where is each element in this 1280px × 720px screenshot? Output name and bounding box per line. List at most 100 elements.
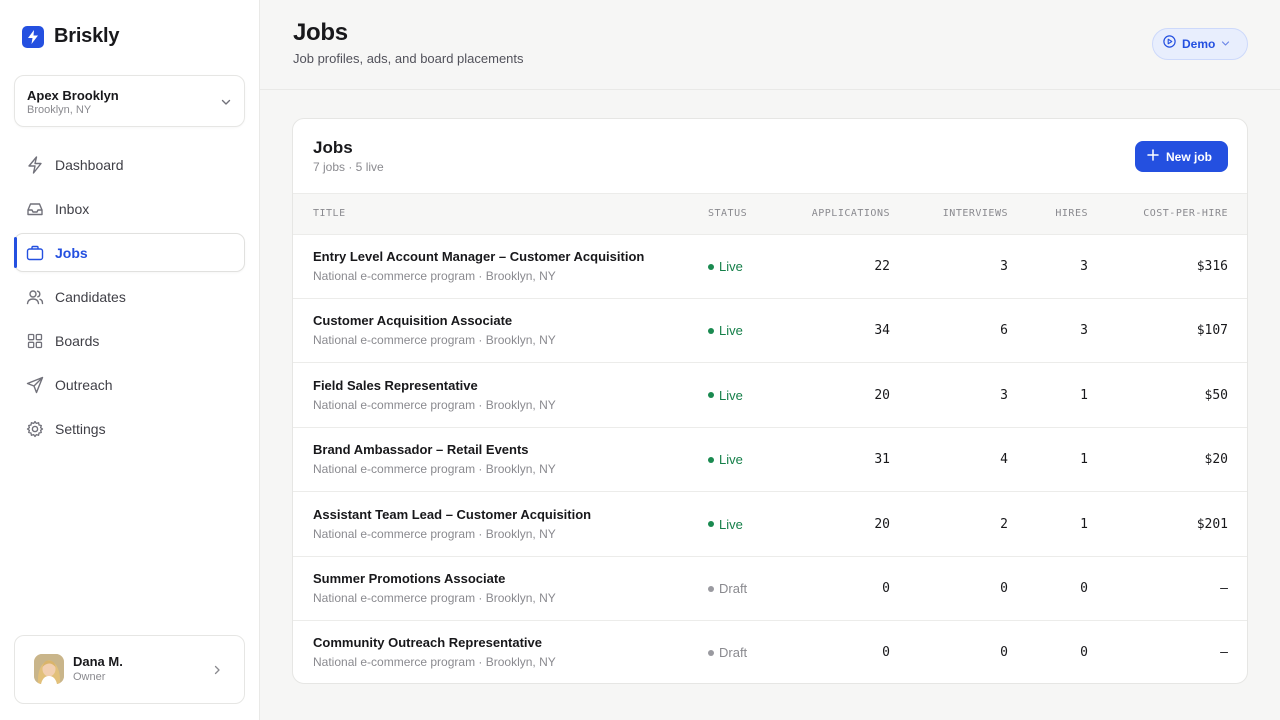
hires-count: 3 (1080, 323, 1088, 339)
sidebar-item-label: Boards (55, 332, 100, 349)
brand-name: Briskly (54, 25, 120, 47)
status-label: Draft (719, 645, 748, 661)
column-header-status[interactable]: STATUS (708, 208, 748, 219)
sidebar-item-label: Outreach (55, 376, 113, 393)
interviews-count: 6 (1000, 323, 1008, 339)
status-dot-icon (708, 585, 714, 592)
interviews-count: 2 (1000, 516, 1008, 532)
hires-count: 3 (1080, 259, 1088, 274)
send-icon (26, 376, 44, 394)
job-title[interactable]: Summer Promotions Associate (313, 571, 506, 586)
column-header-applications[interactable]: APPLICATIONS (811, 208, 890, 219)
sidebar-item-dashboard[interactable]: Dashboard (14, 145, 245, 184)
status-label: Live (719, 259, 743, 274)
play-circle-icon (1163, 35, 1176, 53)
job-subtitle: National e-commerce program · Brooklyn, … (313, 397, 556, 412)
status-dot-icon (708, 263, 714, 270)
status-badge: Live (708, 388, 743, 403)
org-switcher[interactable]: Apex Brooklyn Brooklyn, NY (14, 75, 245, 127)
interviews-count: 3 (1000, 259, 1008, 274)
avatar (34, 654, 64, 684)
card-title: Jobs (313, 138, 353, 157)
org-location: Brooklyn, NY (27, 104, 92, 116)
status-label: Live (719, 452, 743, 468)
page-subtitle: Job profiles, ads, and board placements (293, 51, 524, 66)
table-header: TITLE STATUS APPLICATIONS INTERVIEWS HIR… (293, 193, 1247, 235)
sidebar-item-label: Inbox (55, 200, 90, 217)
new-job-button[interactable]: New job (1135, 141, 1228, 172)
cost-per-hire: $50 (1204, 387, 1228, 403)
brand[interactable]: Briskly (22, 25, 120, 48)
applications-count: 22 (874, 259, 890, 274)
job-subtitle: National e-commerce program · Brooklyn, … (313, 655, 556, 670)
status-dot-icon (708, 649, 714, 656)
column-header-cost-per-hire[interactable]: COST-PER-HIRE (1143, 208, 1228, 219)
sidebar-item-label: Dashboard (55, 156, 124, 173)
table-row[interactable]: Brand Ambassador – Retail Events National… (293, 428, 1247, 493)
hires-count: 1 (1080, 387, 1088, 403)
cost-per-hire: – (1220, 581, 1228, 596)
interviews-count: 4 (1000, 452, 1008, 468)
status-badge: Live (708, 452, 743, 467)
table-row[interactable]: Assistant Team Lead – Customer Acquisiti… (293, 493, 1247, 557)
sidebar-item-candidates[interactable]: Candidates (14, 277, 245, 316)
interviews-count: 0 (1000, 581, 1008, 596)
new-job-label: New job (1166, 149, 1213, 164)
sidebar-item-jobs[interactable]: Jobs (14, 233, 245, 272)
status-label: Draft (719, 581, 748, 596)
job-title[interactable]: Customer Acquisition Associate (313, 313, 513, 329)
briefcase-icon (26, 244, 44, 262)
sidebar-item-inbox[interactable]: Inbox (14, 189, 245, 228)
hires-count: 1 (1080, 516, 1088, 532)
status-badge: Draft (708, 581, 747, 596)
demo-button[interactable]: Demo (1152, 28, 1248, 60)
table-row[interactable]: Summer Promotions Associate National e-co… (293, 557, 1247, 621)
card-subtitle: 7 jobs · 5 live (313, 160, 384, 174)
job-subtitle: National e-commerce program · Brooklyn, … (313, 333, 556, 348)
cost-per-hire: $20 (1204, 452, 1228, 468)
column-header-title[interactable]: TITLE (313, 208, 346, 219)
status-dot-icon (708, 327, 714, 334)
job-title[interactable]: Brand Ambassador – Retail Events (313, 442, 529, 458)
sidebar-nav: Dashboard Inbox Jobs Candidates Boards (14, 145, 245, 453)
table-row[interactable]: Community Outreach Representative Nationa… (293, 621, 1247, 683)
sidebar-item-boards[interactable]: Boards (14, 321, 245, 360)
job-subtitle: National e-commerce program · Brooklyn, … (313, 269, 556, 283)
job-subtitle: National e-commerce program · Brooklyn, … (313, 526, 556, 541)
table-row[interactable]: Field Sales Representative National e-com… (293, 364, 1247, 428)
hires-count: 0 (1080, 645, 1088, 661)
applications-count: 20 (874, 516, 890, 532)
sidebar-item-label: Settings (55, 420, 106, 437)
users-icon (26, 288, 44, 306)
interviews-count: 0 (1000, 645, 1008, 661)
applications-count: 0 (882, 581, 890, 596)
cost-per-hire: $201 (1196, 516, 1228, 532)
table-row[interactable]: Entry Level Account Manager – Customer A… (293, 235, 1247, 299)
job-title[interactable]: Assistant Team Lead – Customer Acquisiti… (313, 506, 592, 522)
user-menu[interactable]: Dana M. Owner (14, 635, 245, 704)
job-title[interactable]: Entry Level Account Manager – Customer A… (313, 249, 645, 264)
applications-count: 34 (874, 323, 890, 339)
applications-count: 31 (874, 452, 890, 468)
applications-count: 20 (874, 387, 890, 403)
column-header-hires[interactable]: HIRES (1055, 208, 1088, 219)
inbox-icon (26, 200, 44, 218)
job-title[interactable]: Field Sales Representative (313, 377, 478, 393)
status-badge: Draft (708, 645, 747, 660)
grid-icon (26, 332, 44, 350)
demo-label: Demo (1182, 37, 1216, 51)
table-row[interactable]: Customer Acquisition Associate National e… (293, 299, 1247, 364)
status-dot-icon (708, 521, 714, 528)
status-badge: Live (708, 259, 743, 274)
job-title[interactable]: Community Outreach Representative (313, 635, 543, 651)
status-dot-icon (708, 392, 714, 399)
user-name: Dana M. (73, 654, 123, 669)
status-label: Live (719, 516, 743, 532)
gear-icon (26, 420, 44, 438)
sidebar-item-outreach[interactable]: Outreach (14, 365, 245, 404)
column-header-interviews[interactable]: INTERVIEWS (942, 208, 1008, 219)
job-subtitle: National e-commerce program · Brooklyn, … (313, 591, 556, 605)
sidebar-item-label: Jobs (55, 244, 88, 261)
status-dot-icon (708, 456, 714, 463)
sidebar-item-settings[interactable]: Settings (14, 409, 245, 448)
